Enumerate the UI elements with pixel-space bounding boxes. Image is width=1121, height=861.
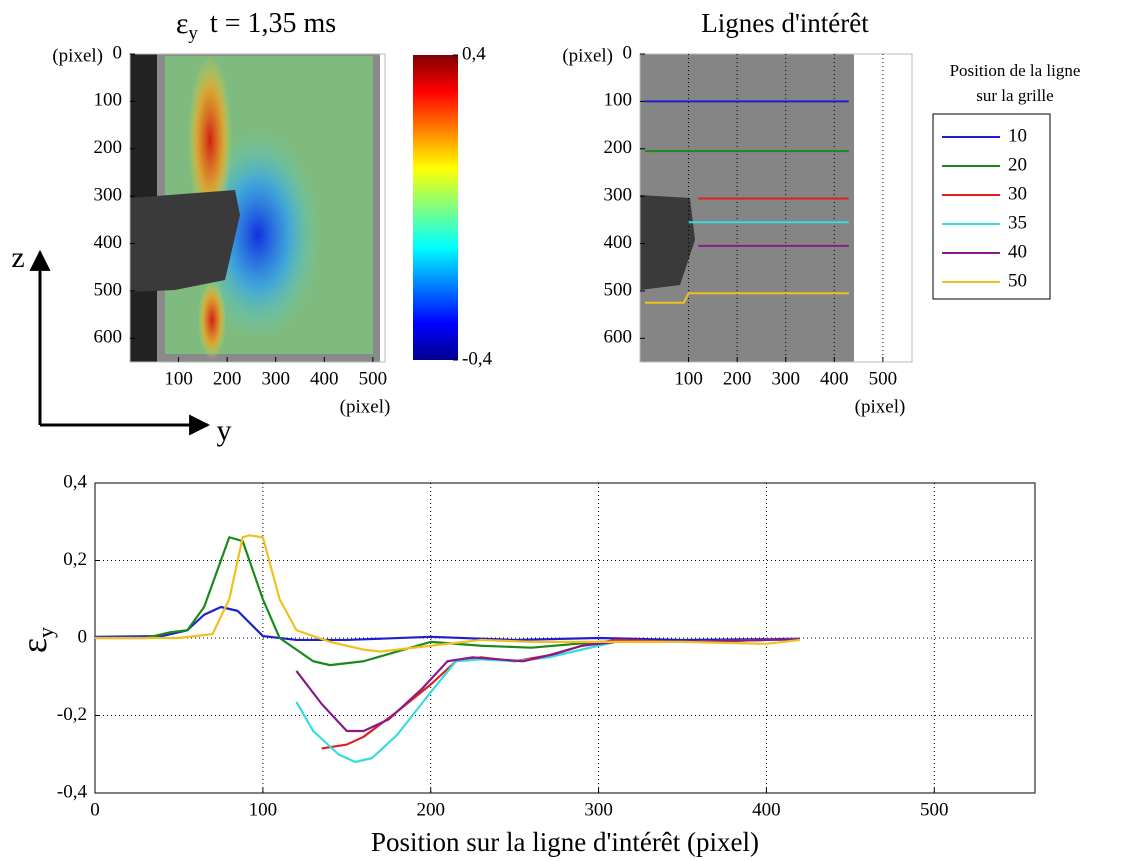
x-tick-label: 0 <box>90 799 100 820</box>
x-tick-label: 300 <box>584 799 613 820</box>
strain-image <box>130 54 458 362</box>
legend-title: sur la grille <box>976 86 1053 105</box>
y-tick-label: 400 <box>604 232 633 253</box>
y-tick-label: 0 <box>78 626 88 647</box>
x-tick-label: 500 <box>920 799 949 820</box>
data-line <box>95 534 801 653</box>
data-line <box>94 605 801 642</box>
x-tick-label: 100 <box>249 799 278 820</box>
data-line <box>295 638 801 764</box>
legend-title: Position de la ligne <box>950 61 1081 80</box>
vertical-axis-label: z <box>11 241 24 274</box>
legend-label: 50 <box>1008 270 1027 291</box>
x-tick-label: 500 <box>869 368 898 389</box>
y-tick-label: 0 <box>113 42 123 63</box>
y-tick-label: 500 <box>94 279 123 300</box>
y-tick-label: 600 <box>94 327 123 348</box>
x-tick-label: 200 <box>416 799 445 820</box>
x-tick-label: 200 <box>213 368 242 389</box>
y-tick-label: 600 <box>604 327 633 348</box>
legend-label: 20 <box>1008 154 1027 175</box>
y-tick-label: 0 <box>623 42 633 63</box>
y-axis-symbol: ε <box>14 638 54 653</box>
legend-label: 30 <box>1008 183 1027 204</box>
y-tick-label: 300 <box>94 185 123 206</box>
title-subscript: y <box>188 23 198 44</box>
x-axis-title: Position sur la ligne d'intérêt (pixel) <box>371 827 759 857</box>
panel-title: εy t = 1,35 ms <box>176 7 336 44</box>
legend-box <box>932 113 1051 300</box>
y-tick-label: 100 <box>94 90 123 111</box>
colorbar-label: 0,4 <box>462 43 486 64</box>
title-symbol: ε <box>176 7 189 40</box>
legend-label: 40 <box>1008 241 1027 262</box>
x-tick-label: 300 <box>771 368 800 389</box>
lines-image <box>640 54 912 362</box>
y-tick-label: -0,4 <box>57 781 88 802</box>
y-tick-label: -0,2 <box>57 704 87 725</box>
x-tick-label: 300 <box>261 368 290 389</box>
x-tick-label: 400 <box>752 799 781 820</box>
y-axis-title: (pixel) <box>562 45 613 66</box>
colorbar-label: -0,4 <box>462 348 493 369</box>
x-axis-title: (pixel) <box>855 396 906 417</box>
panel-title: Lignes d'intérêt <box>701 8 869 38</box>
x-tick-label: 100 <box>164 368 193 389</box>
horizontal-axis-label: y <box>217 414 232 447</box>
y-axis-title: (pixel) <box>52 45 103 66</box>
x-tick-label: 100 <box>674 368 703 389</box>
y-tick-label: 100 <box>604 90 633 111</box>
title-suffix: t = 1,35 ms <box>210 8 336 39</box>
y-tick-label: 500 <box>604 279 633 300</box>
x-tick-label: 500 <box>359 368 388 389</box>
legend-label: 35 <box>1008 212 1027 233</box>
y-tick-label: 200 <box>94 137 123 158</box>
plot-frame <box>129 53 386 363</box>
plot-frame <box>639 53 913 363</box>
data-line <box>95 536 801 667</box>
orientation-arrows: z y <box>11 241 231 447</box>
y-tick-label: 200 <box>604 137 633 158</box>
y-tick-label: 0,2 <box>63 549 87 570</box>
y-axis-title: εy <box>14 627 58 653</box>
x-axis-title: (pixel) <box>340 396 391 417</box>
y-tick-label: 0,4 <box>63 471 87 492</box>
y-tick-label: 400 <box>94 232 123 253</box>
data-line <box>295 638 801 733</box>
legend-label: 10 <box>1008 125 1027 146</box>
x-tick-label: 200 <box>723 368 752 389</box>
x-tick-label: 400 <box>310 368 339 389</box>
data-line <box>644 292 849 304</box>
y-axis-subscript: y <box>33 627 58 638</box>
y-tick-label: 300 <box>604 185 633 206</box>
x-tick-label: 400 <box>820 368 849 389</box>
